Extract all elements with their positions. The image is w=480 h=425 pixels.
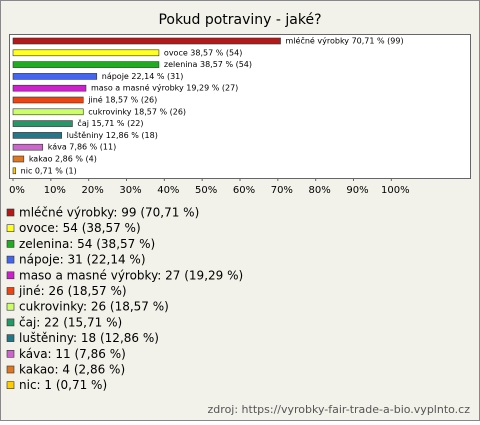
x-tick-label: 60% <box>233 185 255 196</box>
legend-swatch <box>6 255 15 264</box>
x-tick-label: 100% <box>381 185 410 196</box>
legend-swatch <box>6 208 15 217</box>
data-label: čaj 15,71 % (22) <box>77 118 143 128</box>
legend-swatch <box>6 349 15 358</box>
legend-label: nic: 1 (0,71 %) <box>19 378 107 392</box>
bar <box>12 155 25 163</box>
legend-swatch <box>6 224 15 232</box>
data-label: zelenina 38,57 % (54) <box>164 60 252 69</box>
data-label: luštěniny 12,86 % (18) <box>67 130 158 140</box>
legend-label: mléčné výrobky: 99 (70,71 %) <box>19 206 199 220</box>
bar <box>12 120 73 127</box>
data-label: jiné 18,57 % (26) <box>87 95 157 105</box>
legend-label: cukrovinky: 26 (18,57 %) <box>19 300 169 314</box>
data-label: káva 7,86 % (11) <box>48 143 117 152</box>
bar <box>12 143 44 151</box>
legend-label: maso a masné výrobky: 27 (19,29 %) <box>19 268 243 282</box>
legend-label: ovoce: 54 (38,57 %) <box>19 221 141 235</box>
bar <box>12 37 281 45</box>
legend-swatch <box>6 287 15 295</box>
legend-label: nápoje: 31 (22,14 %) <box>19 253 146 267</box>
bar <box>12 167 16 175</box>
bar <box>12 49 160 57</box>
legend-label: zelenina: 54 (38,57 %) <box>19 237 155 251</box>
x-tick-label: 70% <box>271 185 293 196</box>
legend-swatch <box>6 334 15 342</box>
x-tick-label: 0% <box>9 185 25 196</box>
data-label: ovoce 38,57 % (54) <box>164 48 242 57</box>
legend-swatch <box>6 240 15 248</box>
bar <box>12 73 98 80</box>
legend-label: kakao: 4 (2,86 %) <box>19 363 125 377</box>
x-tick-label: 90% <box>346 185 368 196</box>
legend-label: káva: 11 (7,86 %) <box>19 347 126 361</box>
legend-label: čaj: 22 (15,71 %) <box>19 315 122 329</box>
x-tick-label: 40% <box>157 185 179 196</box>
legend-label: jiné: 26 (18,57 %) <box>18 284 127 298</box>
legend-swatch <box>6 381 15 390</box>
data-label: nápoje 22,14 % (31) <box>102 72 184 81</box>
plot-area <box>9 34 471 179</box>
bar <box>12 61 160 68</box>
bar <box>12 96 84 104</box>
bar <box>12 108 84 116</box>
data-label: kakao 2,86 % (4) <box>29 155 97 164</box>
legend-swatch <box>6 318 15 327</box>
legend-swatch <box>6 271 15 280</box>
data-label: cukrovinky 18,57 % (26) <box>88 107 186 116</box>
legend-swatch <box>6 365 15 374</box>
bar <box>12 84 87 92</box>
x-tick-label: 20% <box>82 185 104 196</box>
x-tick-label: 50% <box>195 185 217 196</box>
legend-label: luštěniny: 18 (12,86 %) <box>19 331 159 345</box>
data-label: maso a masné výrobky 19,29 % (27) <box>91 83 238 93</box>
x-tick-label: 80% <box>309 185 331 196</box>
x-tick-label: 10% <box>44 185 66 196</box>
data-label: mléčné výrobky 70,71 % (99) <box>286 36 404 46</box>
data-label: nic 0,71 % (1) <box>21 166 77 175</box>
legend-swatch <box>6 302 15 311</box>
chart-title: Pokud potraviny - jaké? <box>158 12 321 28</box>
x-tick-label: 30% <box>119 185 141 196</box>
source: zdroj: https://vyrobky-fair-trade-a-bio.… <box>208 403 471 416</box>
bar <box>12 132 62 139</box>
